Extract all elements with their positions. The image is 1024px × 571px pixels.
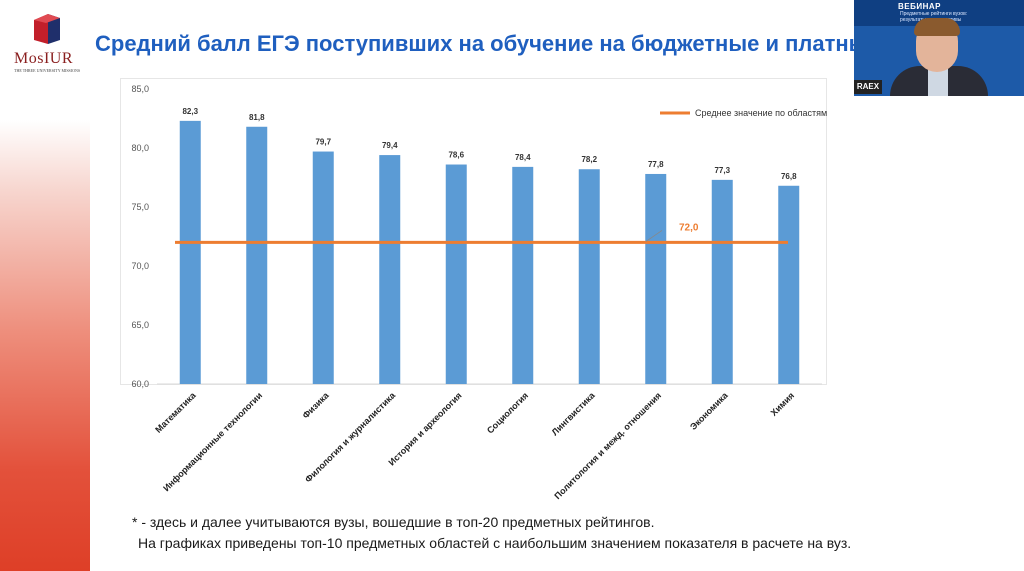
- bar-value-label: 79,7: [315, 138, 331, 147]
- slide-title: Средний балл ЕГЭ поступивших на обучение…: [95, 31, 855, 56]
- bar-value-label: 76,8: [781, 172, 797, 181]
- x-category-label: Математика: [153, 390, 198, 435]
- x-category-label: Экономика: [688, 390, 730, 432]
- webinar-video-feed: ВЕБИНАР Предметные рейтинги вузов: резул…: [854, 0, 1024, 96]
- y-tick-label: 65,0: [131, 320, 149, 330]
- y-tick-label: 70,0: [131, 261, 149, 271]
- bar: [645, 173, 667, 384]
- bar: [445, 164, 467, 384]
- bar: [578, 169, 600, 384]
- bar-value-label: 82,3: [182, 107, 198, 116]
- y-tick-label: 85,0: [131, 84, 149, 94]
- speaker-shirt: [928, 66, 948, 96]
- logo-cube-icon: [34, 14, 60, 44]
- footnote-2: На графиках приведены топ-10 предметных …: [138, 535, 852, 551]
- footnote-1: * - здесь и далее учитываются вузы, воше…: [132, 514, 655, 530]
- x-category-label: Социология: [485, 390, 530, 435]
- logo-name: MosIUR: [14, 50, 74, 67]
- y-tick-label: 75,0: [131, 202, 149, 212]
- bar-value-label: 77,8: [648, 160, 664, 169]
- decorative-gradient-strip: [0, 0, 90, 571]
- y-tick-label: 80,0: [131, 143, 149, 153]
- bar: [379, 155, 401, 384]
- bar: [312, 151, 334, 384]
- bar-value-label: 78,6: [448, 151, 464, 160]
- bar: [778, 185, 800, 384]
- bar-value-label: 79,4: [382, 141, 398, 150]
- bar-value-label: 77,3: [714, 166, 730, 175]
- average-value-label: 72,0: [679, 222, 699, 233]
- raex-badge: RAEX: [854, 80, 882, 94]
- webinar-banner: ВЕБИНАР Предметные рейтинги вузов: резул…: [854, 0, 1024, 26]
- bar: [246, 126, 268, 384]
- y-tick-label: 60,0: [131, 379, 149, 389]
- x-category-label: Лингвистика: [550, 390, 598, 438]
- bar-value-label: 78,4: [515, 153, 531, 162]
- webinar-label: ВЕБИНАР: [898, 2, 942, 11]
- average-label-leader: [645, 230, 663, 242]
- bar: [711, 179, 733, 384]
- x-category-label: Политология и межд. отношения: [552, 390, 663, 501]
- mosiur-logo: MosIUR THE THREE UNIVERSITY MISSIONS: [10, 10, 82, 74]
- bar: [179, 120, 201, 385]
- legend-label: Среднее значение по областям: [695, 108, 827, 118]
- x-category-label: Химия: [769, 390, 797, 418]
- logo-tagline: THE THREE UNIVERSITY MISSIONS: [14, 68, 81, 73]
- speaker-hair: [914, 18, 960, 36]
- bar-value-label: 78,2: [581, 155, 597, 164]
- x-category-label: История и археология: [386, 390, 463, 467]
- x-category-label: Физика: [300, 390, 331, 421]
- bar: [512, 166, 534, 384]
- bar-value-label: 81,8: [249, 113, 265, 122]
